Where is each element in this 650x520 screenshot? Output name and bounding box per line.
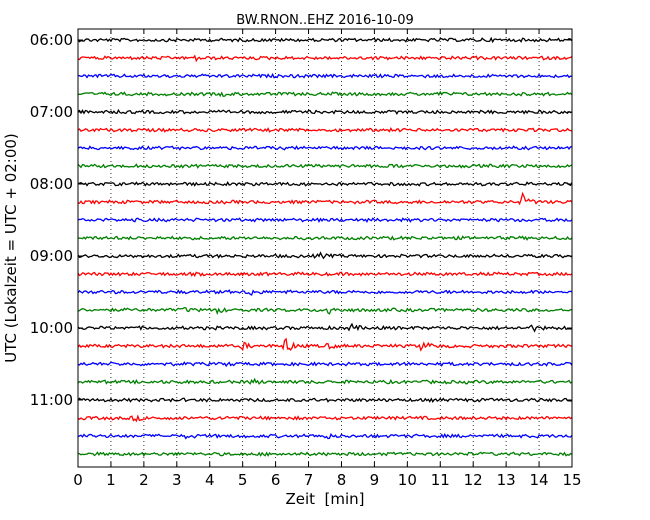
seismogram-trace (77, 191, 573, 206)
x-tick-label: 15 (562, 471, 581, 489)
x-tick-label: 10 (398, 471, 417, 489)
seismogram-trace (77, 181, 573, 187)
seismogram-trace (77, 322, 573, 333)
x-tick-label: 0 (73, 471, 83, 489)
x-tick-label: 7 (304, 471, 314, 489)
seismogram-trace (77, 414, 573, 423)
seismogram-trace (77, 72, 573, 79)
chart-title: BW.RNON..EHZ 2016-10-09 (236, 13, 414, 28)
x-tick-label: 2 (139, 471, 149, 489)
seismogram-trace (77, 377, 573, 385)
x-axis-label: Zeit [min] (285, 490, 364, 508)
seismogram-trace (77, 397, 573, 403)
plot-frame (77, 28, 573, 468)
seismogram-trace (77, 271, 573, 278)
seismogram-trace (77, 306, 573, 316)
y-axis-label: UTC (Lokalzeit = UTC + 02:00) (2, 133, 20, 363)
seismogram-trace (77, 251, 573, 260)
trace-group (77, 36, 573, 457)
y-tick-label: 11:00 (30, 391, 73, 409)
seismogram-trace (77, 145, 573, 151)
x-tick-label: 6 (271, 471, 281, 489)
seismogram-trace (77, 337, 573, 352)
seismogram-trace (77, 451, 573, 457)
x-tick-label: 8 (337, 471, 347, 489)
x-tick-label: 3 (172, 471, 182, 489)
seismogram-trace (77, 289, 573, 296)
seismogram-trace (77, 217, 573, 224)
x-tick-label: 5 (238, 471, 248, 489)
x-tick-label: 1 (106, 471, 116, 489)
axis-ticks: 0 1 2 3 4 5 6 7 8 9 10 11 12 13 14 1506:0007:0008:0009:… (30, 29, 582, 489)
y-tick-label: 07:00 (30, 103, 73, 121)
seismogram-trace (77, 127, 573, 133)
x-tick-label: 12 (464, 471, 483, 489)
seismogram-trace (77, 36, 573, 44)
seismogram-trace (77, 163, 573, 169)
x-tick-label: 13 (497, 471, 516, 489)
y-tick-label: 09:00 (30, 247, 73, 265)
y-tick-label: 06:00 (30, 31, 73, 49)
x-tick-label: 14 (530, 471, 549, 489)
x-tick-label: 4 (205, 471, 215, 489)
seismogram-trace (77, 361, 573, 368)
y-tick-label: 10:00 (30, 319, 73, 337)
seismogram-trace (77, 90, 573, 98)
seismogram-trace (77, 54, 573, 63)
seismogram-trace (77, 432, 573, 440)
seismogram-trace (77, 108, 573, 115)
x-tick-label: 11 (431, 471, 450, 489)
seismogram-trace (77, 235, 573, 241)
x-tick-label: 9 (370, 471, 380, 489)
y-tick-label: 08:00 (30, 175, 73, 193)
